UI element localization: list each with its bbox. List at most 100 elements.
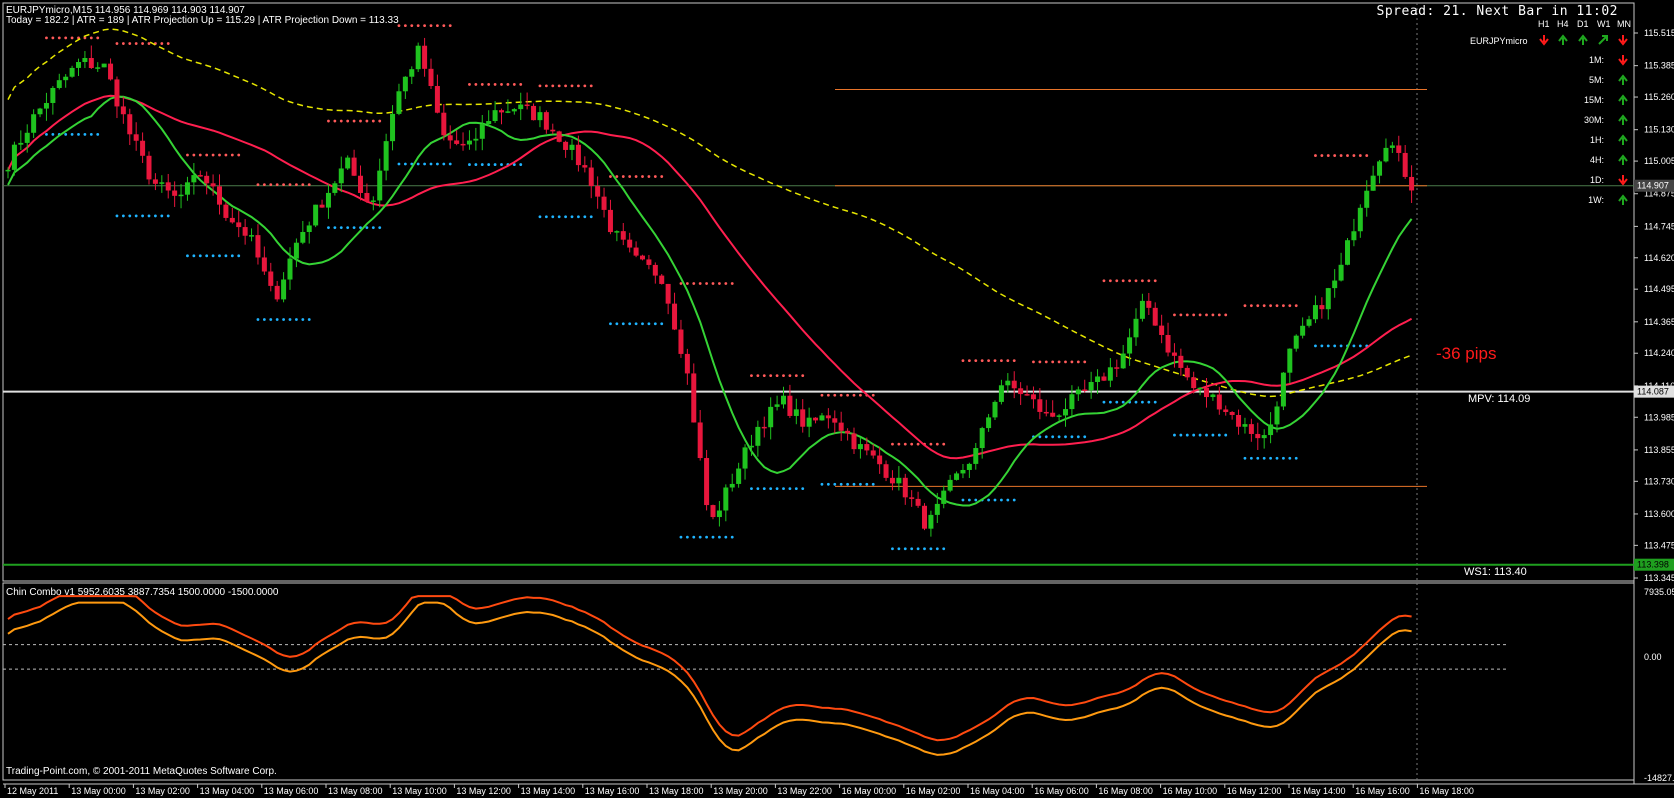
support-dot: [160, 214, 164, 218]
ma-red: [7, 94, 1413, 460]
resistance-dot: [301, 183, 305, 186]
candle-body: [351, 157, 357, 176]
support-dot: [609, 322, 612, 326]
time-tick-label: 13 May 00:00: [71, 786, 126, 796]
support-dot: [993, 498, 997, 502]
time-tick-label: 13 May 02:00: [135, 786, 190, 796]
candle-body: [293, 242, 299, 259]
support-dot: [346, 226, 350, 230]
candle-body: [370, 200, 376, 202]
trend-col-MN: MN: [1617, 19, 1631, 29]
candle-body: [986, 417, 992, 429]
support-dot: [442, 162, 446, 166]
candle-body: [851, 433, 857, 450]
candle-body: [492, 110, 498, 122]
resistance-dot: [577, 84, 580, 88]
indicator-title: Chin Combo v1 5952.6035 3887.7354 1500.0…: [6, 587, 279, 598]
price-tick-label: 115.260: [1644, 92, 1674, 102]
spread-timer: Spread: 21. Next Bar in 11:02: [1376, 4, 1618, 19]
support-dot: [826, 482, 830, 486]
atr-info-line: Today = 182.2 | ATR = 189 | ATR Projecti…: [6, 15, 399, 26]
trend-row-label: 1D:: [1590, 175, 1604, 185]
support-dot: [756, 487, 760, 491]
support-dot: [487, 163, 491, 166]
candle-body: [1345, 240, 1350, 265]
arrow-up-icon: [1618, 154, 1628, 165]
support-dot: [935, 547, 939, 551]
candle-body: [941, 490, 947, 504]
resistance-dot: [487, 83, 491, 86]
resistance-dot: [57, 36, 61, 40]
resistance-dot: [365, 119, 369, 123]
candle-body: [1236, 414, 1242, 427]
support-dot: [987, 498, 990, 502]
arrow-up-icon: [1558, 34, 1568, 45]
support-dot: [544, 215, 548, 219]
support-dot: [801, 487, 805, 491]
candle-body: [909, 497, 915, 499]
pivot-dots: [45, 24, 1369, 551]
candle-body: [499, 110, 504, 113]
price-tick-label: 114.745: [1644, 221, 1674, 231]
resistance-dot: [1051, 360, 1055, 364]
ma-yellow-long: [7, 28, 1412, 398]
candle-body: [1402, 152, 1408, 177]
candle-body: [1191, 377, 1197, 389]
support-dot: [685, 535, 689, 539]
trend-row-label: 15M:: [1584, 95, 1604, 105]
candle-body: [24, 132, 30, 143]
candle-body: [338, 168, 344, 184]
time-axis: 12 May 2011 13 May 00:00 13 May 02:00 13 Ma…: [4, 784, 1474, 796]
time-tick-label: 13 May 10:00: [392, 786, 447, 796]
resistance-dot: [634, 175, 638, 178]
candle-body: [261, 257, 267, 272]
candle-body: [1300, 325, 1306, 336]
candle-body: [82, 58, 88, 63]
ws1-label: WS1: 113.40: [1464, 566, 1527, 578]
support-dot: [1262, 456, 1266, 460]
resistance-dot: [262, 183, 266, 186]
resistance-dot: [1314, 154, 1317, 157]
support-dot: [1192, 433, 1196, 437]
candle-body: [1223, 409, 1229, 412]
time-tick-label: 16 May 02:00: [906, 786, 961, 796]
candle-body: [1242, 424, 1248, 427]
resistance-dot: [794, 374, 798, 378]
candle-body: [165, 182, 171, 191]
candle-body: [902, 477, 908, 498]
osc-line-slow: [7, 601, 1412, 756]
candle-body: [710, 505, 716, 518]
pips-annotation: -36 pips: [1436, 344, 1497, 363]
candle-body: [76, 62, 81, 68]
resistance-dot: [647, 175, 651, 178]
candle-body: [120, 106, 126, 115]
candle-body: [1351, 231, 1357, 241]
resistance-dot: [980, 359, 984, 362]
price-tick-label: 113.855: [1644, 445, 1674, 455]
candle-body: [1332, 280, 1338, 289]
candle-body: [152, 179, 158, 184]
resistance-dot: [134, 42, 138, 45]
candle-body: [832, 418, 838, 423]
support-dot: [468, 163, 471, 166]
support-dot: [1108, 400, 1112, 404]
support-dot: [192, 254, 196, 258]
support-dot: [45, 132, 48, 136]
resistance-dot: [1256, 304, 1260, 308]
resistance-dot: [1064, 360, 1067, 364]
resistance-dot: [615, 175, 619, 178]
resistance-dot: [141, 42, 144, 45]
trend-row-label: 1H:: [1590, 135, 1604, 145]
time-tick-label: 13 May 12:00: [456, 786, 511, 796]
candle-body: [229, 217, 235, 223]
candle-body: [601, 196, 607, 210]
candle-body: [1261, 435, 1267, 439]
moving-averages: [7, 28, 1413, 507]
candle-body: [736, 468, 742, 484]
support-dot: [788, 487, 792, 491]
candle-body: [383, 141, 389, 171]
support-dot: [1038, 435, 1042, 439]
candle-body: [556, 131, 562, 142]
candle-body: [319, 204, 325, 208]
